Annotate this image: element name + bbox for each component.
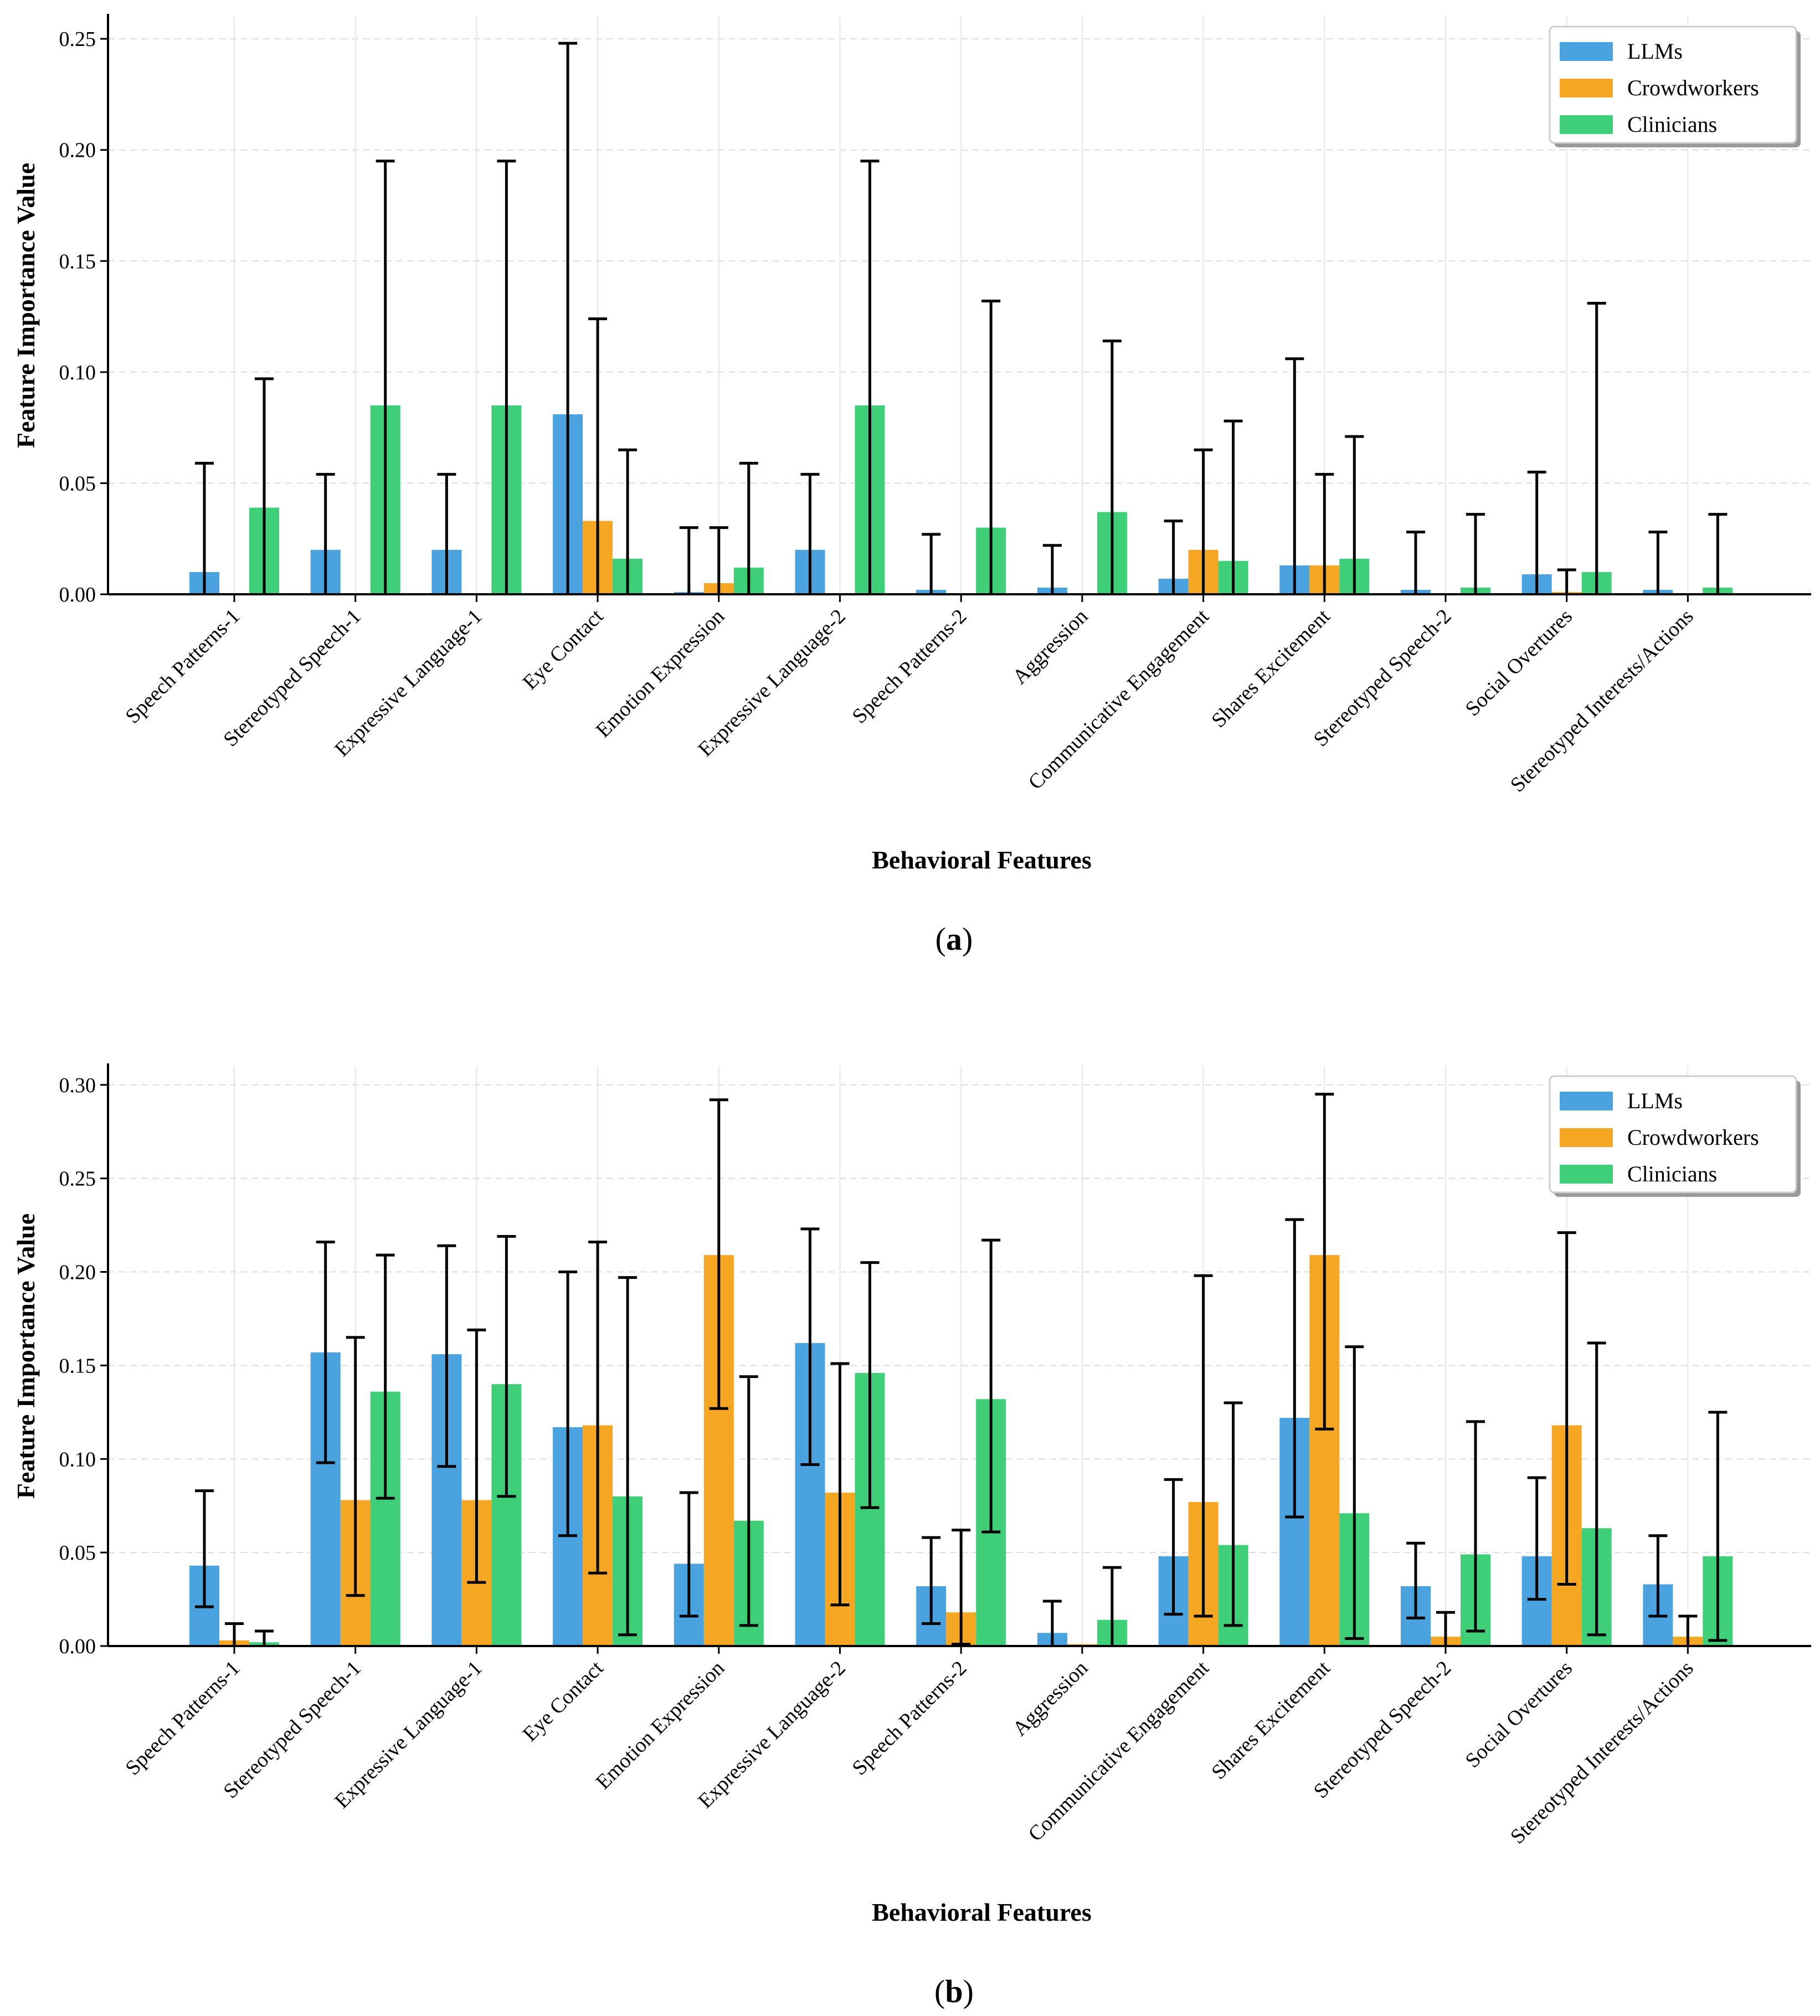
- x-tick-label: Shares Excitement: [1207, 604, 1335, 732]
- x-tick-label: Aggression: [1008, 1657, 1092, 1741]
- x-tick-label: Eye Contact: [518, 604, 608, 694]
- y-tick-label: 0.25: [59, 28, 96, 51]
- y-tick-label: 0.00: [59, 583, 96, 606]
- x-tick-label: Aggression: [1008, 605, 1092, 689]
- panel-caption: (b): [934, 1973, 974, 2009]
- x-tick-label: Social Overtures: [1461, 605, 1577, 721]
- y-tick-label: 0.30: [59, 1074, 96, 1097]
- chart-panel-b: 0.00 0.05 0.10 0.15 0.20 0.25 0.30 Speech Patte…: [12, 1063, 1811, 2009]
- legend-swatch-clinicians: [1560, 115, 1613, 134]
- y-tick-label: 0.15: [59, 250, 96, 273]
- x-tick-label: Shares Excitement: [1207, 1656, 1335, 1784]
- y-tick-label: 0.10: [59, 361, 96, 384]
- legend-label-clinicians: Clinicians: [1627, 112, 1717, 137]
- x-tick-label: Emotion Expression: [592, 1657, 729, 1794]
- y-tick-label: 0.05: [59, 1541, 96, 1565]
- x-tick-label: Speech Patterns-2: [848, 1657, 971, 1780]
- y-tick-label: 0.00: [59, 1635, 96, 1658]
- legend-swatch-llms: [1560, 1092, 1613, 1110]
- y-tick-label: 0.15: [59, 1354, 96, 1377]
- x-tick-label: Speech Patterns-2: [848, 605, 971, 728]
- y-tick-label: 0.20: [59, 1261, 96, 1284]
- chart-panel-a: 0.00 0.05 0.10 0.15 0.20 0.25 Speech Patterns-…: [12, 14, 1811, 957]
- panel-caption: (a): [935, 921, 973, 957]
- x-tick-label: Stereotyped Speech-2: [1309, 605, 1456, 752]
- x-axis-title: Behavioral Features: [872, 1898, 1091, 1926]
- legend-swatch-crowdworkers: [1560, 1128, 1613, 1147]
- legend-label-llms: LLMs: [1627, 1088, 1683, 1113]
- x-tick-label: Stereotyped Speech-1: [219, 1657, 366, 1803]
- x-tick-label: Emotion Expression: [592, 605, 729, 742]
- legend-label-crowdworkers: Crowdworkers: [1627, 75, 1759, 100]
- y-tick-label: 0.10: [59, 1448, 96, 1471]
- x-tick-label: Stereotyped Speech-1: [219, 605, 366, 752]
- legend-swatch-llms: [1560, 42, 1613, 61]
- legend-label-clinicians: Clinicians: [1627, 1161, 1717, 1186]
- x-tick-label: Eye Contact: [518, 1656, 608, 1746]
- x-axis-title: Behavioral Features: [872, 846, 1091, 874]
- legend-label-llms: LLMs: [1627, 39, 1683, 64]
- legend-swatch-clinicians: [1560, 1165, 1613, 1184]
- x-tick-label: Stereotyped Speech-2: [1309, 1657, 1456, 1803]
- x-tick-label: Speech Patterns-1: [121, 605, 244, 728]
- y-axis-title: Feature Importance Value: [12, 163, 40, 448]
- legend-label-crowdworkers: Crowdworkers: [1627, 1125, 1759, 1150]
- y-tick-label: 0.25: [59, 1168, 96, 1191]
- legend-swatch-crowdworkers: [1560, 79, 1613, 97]
- y-tick-label: 0.05: [59, 472, 96, 495]
- y-axis-title: Feature Importance Value: [12, 1213, 40, 1499]
- y-tick-label: 0.20: [59, 139, 96, 162]
- x-tick-label: Speech Patterns-1: [121, 1657, 244, 1780]
- x-tick-label: Social Overtures: [1461, 1657, 1577, 1773]
